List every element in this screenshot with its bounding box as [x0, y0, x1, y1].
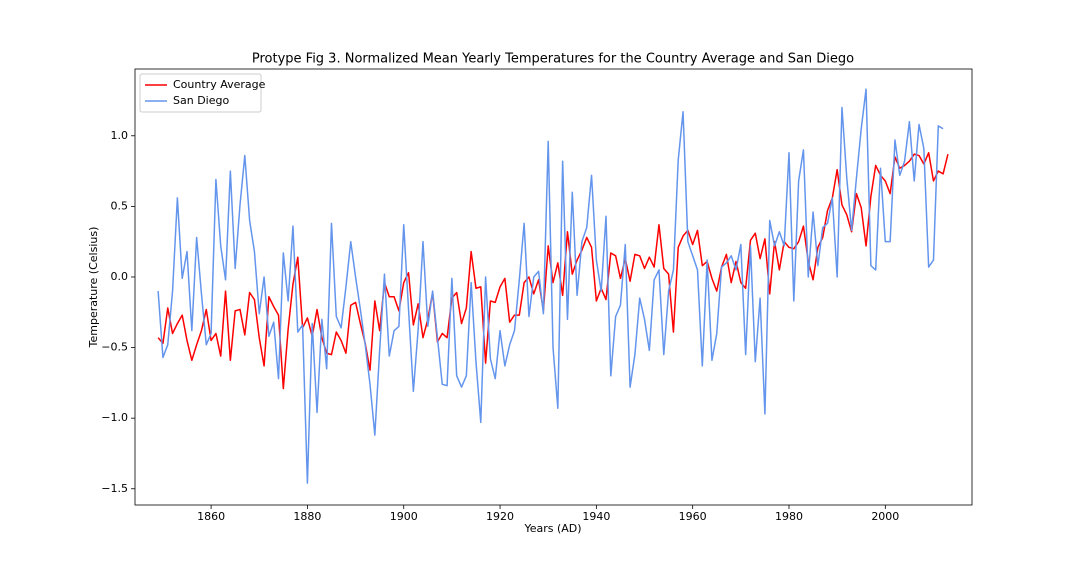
line-series: [157, 151, 949, 390]
y-tick-label: −0.5: [101, 341, 128, 354]
line-series: [157, 88, 944, 484]
x-tick-label: 1860: [197, 510, 225, 523]
y-tick-label: 1.0: [111, 129, 129, 142]
y-tick-label: 0.5: [111, 199, 129, 212]
legend-label: San Diego: [173, 94, 229, 107]
chart-title: Protype Fig 3. Normalized Mean Yearly Te…: [252, 52, 854, 67]
x-tick-label: 1920: [486, 510, 514, 523]
x-tick-label: 1980: [775, 510, 803, 523]
plot-frame: [134, 68, 973, 506]
y-axis-label: Temperature (Celsius): [87, 227, 100, 349]
x-tick-label: 1960: [679, 510, 707, 523]
y-tick-label: −1.0: [101, 411, 128, 424]
x-tick-label: 1880: [293, 510, 321, 523]
y-tick-label: −1.5: [101, 482, 128, 495]
x-tick-label: 1940: [582, 510, 610, 523]
y-tick-label: 0.0: [111, 270, 129, 283]
x-tick-label: 1900: [390, 510, 418, 523]
legend-box: [139, 73, 262, 113]
legend-label: Country Average: [173, 78, 266, 91]
x-tick-label: 2000: [871, 510, 899, 523]
x-axis-label: Years (AD): [523, 522, 581, 535]
